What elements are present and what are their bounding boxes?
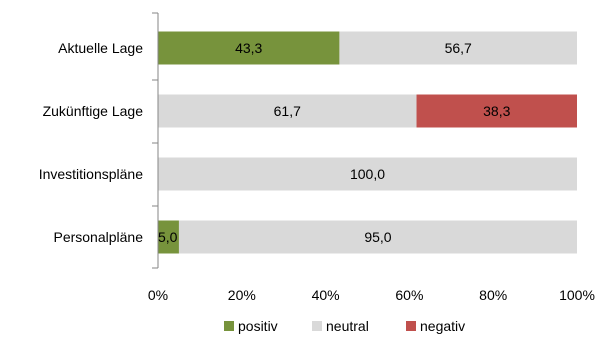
legend-label-positiv: positiv	[238, 318, 278, 334]
category-label-zukunftige-lage: Zukünftige Lage	[43, 103, 144, 119]
bar-investitionsplane-neutral	[158, 157, 577, 191]
data-label-personalplane-neutral: 95,0	[364, 229, 391, 245]
data-label-zukunftige-lage-neutral: 61,7	[274, 103, 301, 119]
category-label-aktuelle-lage: Aktuelle Lage	[58, 40, 143, 56]
legend-label-negativ: negativ	[420, 318, 465, 334]
legend: positiv neutral negativ	[224, 318, 465, 334]
bar-personalplane-neutral	[178, 220, 577, 254]
data-label-personalplane-positiv: 5,0	[158, 229, 178, 245]
category-label-investitionsplane: Investitionspläne	[39, 166, 144, 182]
legend-swatch-neutral	[312, 321, 322, 331]
x-tick-label: 20%	[228, 287, 256, 303]
bar-aktuelle-lage-neutral	[339, 31, 577, 65]
data-label-aktuelle-lage-positiv: 43,3	[235, 40, 262, 56]
x-tick-label: 100%	[559, 287, 595, 303]
bar-personalplane-positiv	[158, 220, 179, 254]
x-tick-label: 0%	[148, 287, 168, 303]
data-label-zukunftige-lage-negativ: 38,3	[483, 103, 510, 119]
x-tick-label: 40%	[312, 287, 340, 303]
data-label-investitionsplane-neutral: 100,0	[350, 166, 385, 182]
data-label-aktuelle-lage-neutral: 56,7	[445, 40, 472, 56]
bar-zukunftige-lage-negativ	[416, 94, 577, 128]
bar-aktuelle-lage-positiv	[158, 31, 340, 65]
x-tick-label: 80%	[479, 287, 507, 303]
legend-swatch-negativ	[406, 321, 416, 331]
x-tick-label: 60%	[395, 287, 423, 303]
legend-label-neutral: neutral	[326, 318, 369, 334]
plot-area: 43,3 56,7 Aktuelle Lage 61,7 38,3 Zukünftige …	[39, 12, 595, 303]
legend-swatch-positiv	[224, 321, 234, 331]
category-label-personalplane: Personalpläne	[53, 229, 143, 245]
bar-zukunftige-lage-neutral	[158, 94, 417, 128]
